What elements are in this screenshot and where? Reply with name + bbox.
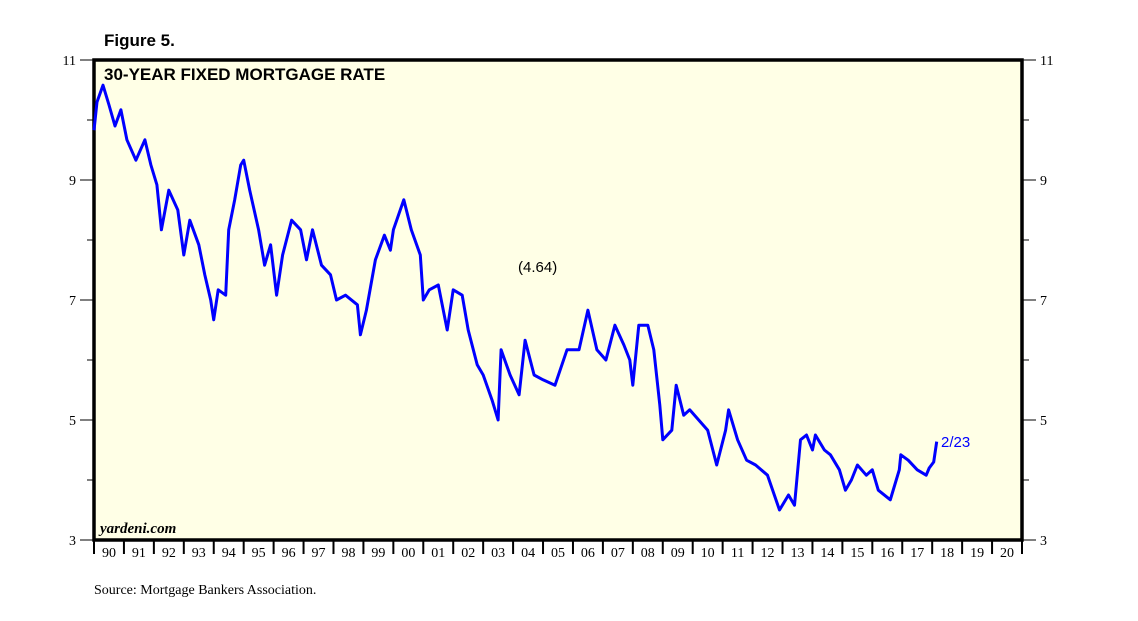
x-tick-label: 20 [1000, 546, 1014, 561]
x-tick-label: 13 [790, 546, 804, 561]
x-tick-label: 96 [282, 546, 296, 561]
x-tick-label: 16 [880, 546, 894, 561]
x-tick-label: 05 [551, 546, 565, 561]
x-tick-label: 11 [731, 546, 744, 561]
y-tick-label-right: 7 [1040, 294, 1047, 309]
series-line [92, 83, 939, 512]
x-tick-label: 01 [431, 546, 445, 561]
y-tick-label-left: 9 [69, 174, 76, 189]
y-tick-label-left: 5 [69, 414, 76, 429]
y-tick-label-right: 11 [1040, 54, 1053, 69]
y-tick-label-right: 5 [1040, 414, 1047, 429]
x-tick-label: 92 [162, 546, 176, 561]
x-tick-label: 09 [671, 546, 685, 561]
x-tick-label: 95 [252, 546, 266, 561]
x-tick-label: 07 [611, 546, 625, 561]
x-tick-label: 10 [701, 546, 715, 561]
y-tick-label-right: 3 [1040, 534, 1047, 549]
x-tick-label: 19 [970, 546, 984, 561]
y-tick-label-right: 9 [1040, 174, 1047, 189]
x-tick-label: 00 [401, 546, 415, 561]
x-tick-label: 06 [581, 546, 595, 561]
y-tick-label-left: 11 [63, 54, 76, 69]
x-tick-label: 15 [850, 546, 864, 561]
x-tick-label: 03 [491, 546, 505, 561]
source-note: Source: Mortgage Bankers Association. [94, 583, 316, 598]
y-tick-label-left: 3 [69, 534, 76, 549]
figure-label: Figure 5. [104, 31, 175, 50]
x-tick-label: 04 [521, 546, 535, 561]
y-tick-label-left: 7 [69, 294, 76, 309]
x-tick-label: 91 [132, 546, 146, 561]
x-tick-label: 97 [312, 546, 326, 561]
x-tick-label: 08 [641, 546, 655, 561]
x-tick-label: 90 [102, 546, 116, 561]
x-tick-label: 98 [341, 546, 355, 561]
x-tick-label: 17 [910, 546, 924, 561]
watermark: yardeni.com [98, 521, 176, 537]
x-tick-label: 93 [192, 546, 206, 561]
x-tick-label: 18 [940, 546, 954, 561]
last-date-annotation: 2/23 [941, 434, 970, 451]
last-value-annotation: (4.64) [518, 259, 557, 276]
x-tick-label: 94 [222, 546, 236, 561]
x-tick-label: 12 [761, 546, 775, 561]
x-tick-label: 99 [371, 546, 385, 561]
x-tick-label: 02 [461, 546, 475, 561]
plot-area [92, 58, 1024, 542]
chart-title: 30-YEAR FIXED MORTGAGE RATE [104, 65, 385, 84]
x-tick-label: 14 [820, 546, 834, 561]
